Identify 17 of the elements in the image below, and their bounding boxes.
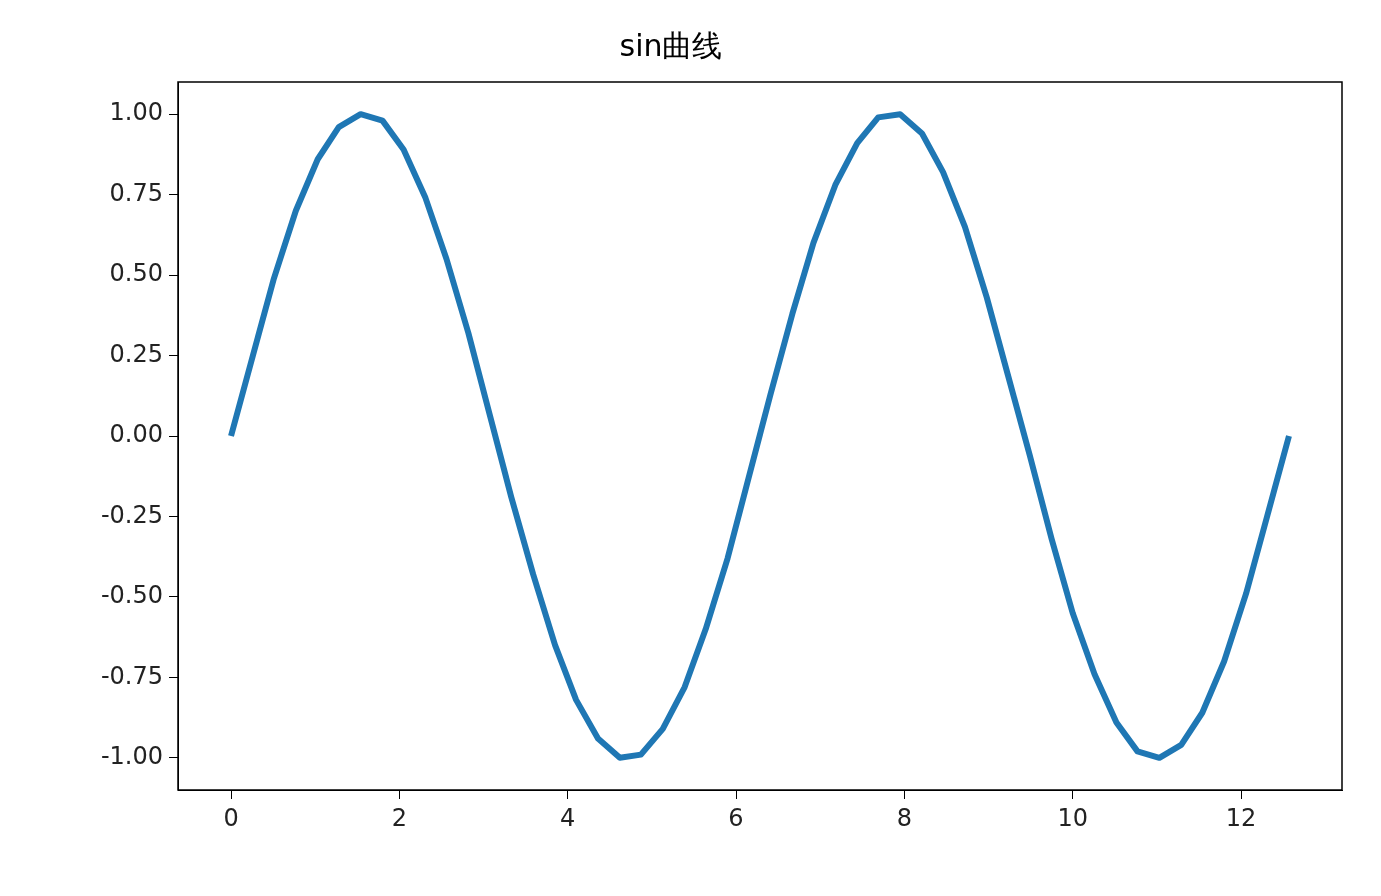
y-tick-label: -0.75: [100, 661, 163, 690]
x-tick-label: 6: [728, 803, 744, 832]
x-tick-label: 0: [223, 803, 239, 832]
x-tick-label: 10: [1057, 803, 1088, 832]
y-tick-label: 0.00: [109, 420, 163, 449]
x-tick-label: 12: [1225, 803, 1257, 832]
x-tick-label: 8: [896, 803, 912, 832]
x-tick-label: 2: [391, 803, 407, 832]
y-tick-label: 0.25: [109, 339, 163, 368]
y-tick-label: 1.00: [109, 98, 163, 127]
x-tick-label: 4: [560, 803, 576, 832]
y-tick-label: 0.50: [109, 259, 163, 288]
y-tick-label: -0.25: [100, 500, 163, 529]
y-tick-label: -0.50: [100, 581, 163, 610]
y-tick-label: -1.00: [100, 742, 163, 771]
y-tick-label: 0.75: [109, 178, 163, 207]
chart-title: sin曲线: [619, 27, 723, 63]
